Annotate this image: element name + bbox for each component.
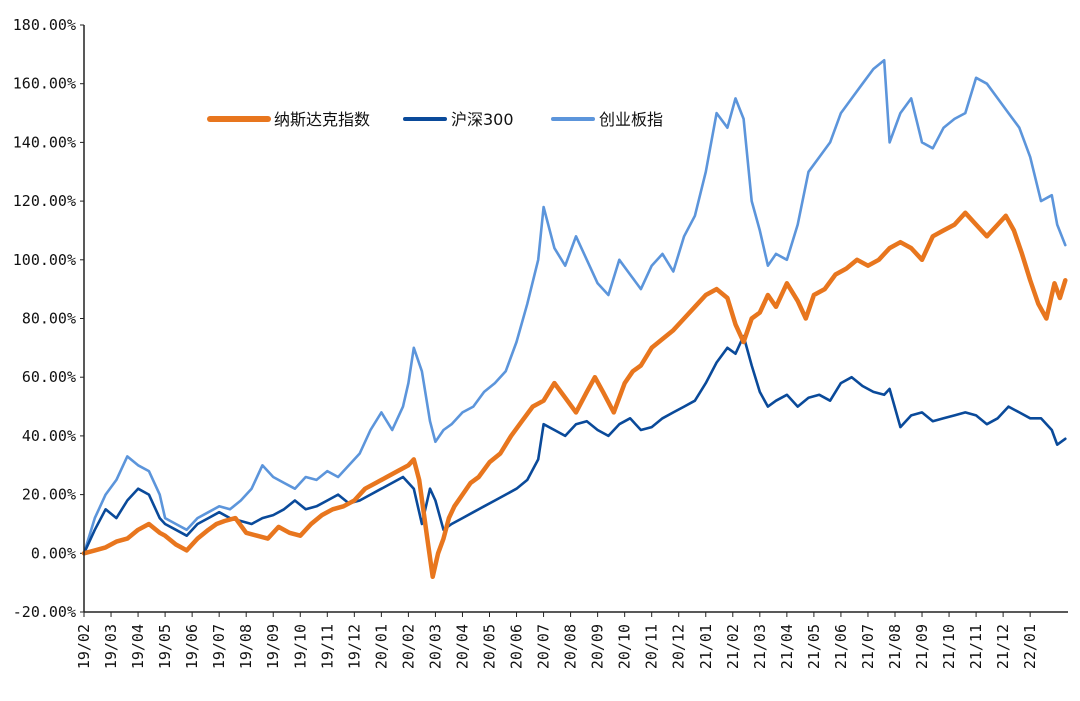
x-tick-label: 20/02 [399, 624, 417, 669]
x-tick-label: 21/05 [805, 624, 823, 669]
x-tick-label: 20/09 [589, 624, 607, 669]
x-tick-label: 20/08 [562, 624, 580, 669]
y-tick-label: 160.00% [13, 75, 76, 93]
x-tick-label: 22/01 [1021, 624, 1039, 669]
y-tick-label: 0.00% [31, 544, 76, 562]
x-tick-label: 19/02 [75, 624, 93, 669]
x-tick-label: 21/01 [697, 624, 715, 669]
x-tick-label: 20/01 [372, 624, 390, 669]
legend-label-2: 沪深300 [451, 110, 514, 129]
x-tick-label: 21/11 [967, 624, 985, 669]
y-tick-label: -20.00% [13, 603, 76, 621]
x-tick-label: 20/12 [670, 624, 688, 669]
x-tick-label: 19/07 [210, 624, 228, 669]
x-tick-label: 20/11 [643, 624, 661, 669]
x-tick-label: 21/04 [778, 624, 796, 669]
y-tick-label: 40.00% [22, 427, 76, 445]
x-tick-label: 19/11 [318, 624, 336, 669]
x-tick-label: 19/06 [183, 624, 201, 669]
x-tick-label: 20/04 [453, 624, 471, 669]
x-tick-label: 20/03 [426, 624, 444, 669]
x-tick-label: 19/05 [156, 624, 174, 669]
series-lines [81, 58, 1068, 580]
x-tick-label: 21/09 [913, 624, 931, 669]
legend-label-1: 纳斯达克指数 [274, 110, 370, 129]
x-tick-label: 19/10 [291, 624, 309, 669]
x-tick-label: 21/03 [751, 624, 769, 669]
x-tick-label: 19/08 [237, 624, 255, 669]
x-tick-label: 19/12 [345, 624, 363, 669]
x-tick-label: 19/04 [129, 624, 147, 669]
legend-label-3: 创业板指 [599, 110, 663, 129]
x-tick-label: 20/07 [535, 624, 553, 669]
axes: 19/02 19/03 19/04 19/05 19/06 19/07 19/08 19/09… [75, 25, 1068, 669]
y-tick-label: 180.00% [13, 16, 76, 34]
x-tick-label: 21/02 [724, 624, 742, 669]
y-tick-label: 100.00% [13, 251, 76, 269]
x-tick-label: 21/10 [940, 624, 958, 669]
legend: 纳斯达克指数 沪深300 创业板指 [207, 110, 663, 129]
y-tick-label: 80.00% [22, 310, 76, 328]
y-tick-label: 140.00% [13, 133, 76, 151]
series-line-2 [82, 334, 1067, 555]
y-tick-label: 20.00% [22, 486, 76, 504]
y-tick-label: 120.00% [13, 192, 76, 210]
x-tick-label: 21/08 [886, 624, 904, 669]
series-line-3 [82, 58, 1067, 555]
y-axis-ticks: -20.00% 0.00% 20.00% 40.00% 60.00% 80.00% 100.… [13, 16, 84, 621]
x-tick-label: 21/07 [859, 624, 877, 669]
x-tick-label: 20/10 [616, 624, 634, 669]
x-tick-label: 19/09 [264, 624, 282, 669]
series-line-1 [81, 210, 1068, 580]
x-tick-label: 20/05 [480, 624, 498, 669]
x-tick-label: 20/06 [508, 624, 526, 669]
x-tick-label: 21/12 [994, 624, 1012, 669]
x-tick-label: 19/03 [102, 624, 120, 669]
x-tick-label: 21/06 [832, 624, 850, 669]
y-tick-label: 60.00% [22, 368, 76, 386]
